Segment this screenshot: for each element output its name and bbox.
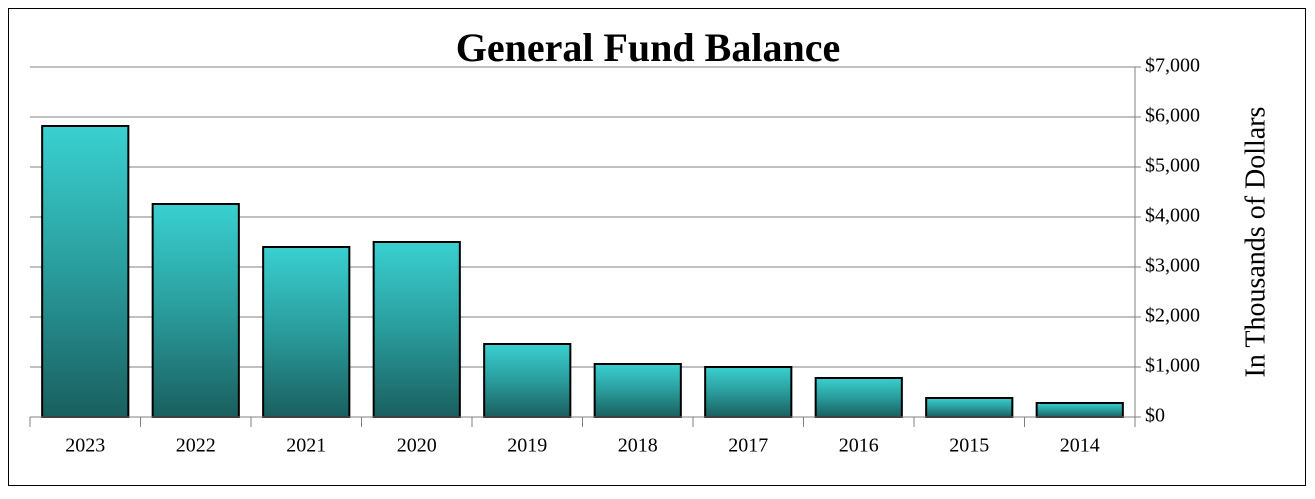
x-tick-label: 2018	[618, 435, 658, 457]
y-tick-label: $6,000	[1145, 105, 1200, 127]
bar	[483, 343, 572, 418]
bar	[704, 366, 793, 418]
x-tick-label: 2017	[728, 435, 768, 457]
x-tick-label: 2014	[1060, 435, 1100, 457]
x-tick-label: 2019	[507, 435, 547, 457]
x-tick-label: 2021	[286, 435, 326, 457]
y-tick-label: $1,000	[1145, 355, 1200, 377]
x-tick-label: 2016	[839, 435, 879, 457]
x-tick-label: 2022	[176, 435, 216, 457]
x-tick-label: 2015	[949, 435, 989, 457]
bar	[372, 241, 461, 418]
y-tick-label: $3,000	[1145, 255, 1200, 277]
y-axis-label: In Thousands of Dollars	[1240, 107, 1271, 378]
x-tick-label: 2020	[397, 435, 437, 457]
x-tick-label: 2023	[65, 435, 105, 457]
bar	[41, 125, 130, 418]
bar	[151, 203, 240, 418]
bar	[925, 397, 1014, 418]
y-tick-label: $7,000	[1145, 55, 1200, 77]
bar	[593, 363, 682, 418]
bar	[1035, 402, 1124, 418]
y-tick-label: $5,000	[1145, 155, 1200, 177]
y-tick-label: $4,000	[1145, 205, 1200, 227]
bar	[262, 246, 351, 418]
y-tick-label: $2,000	[1145, 305, 1200, 327]
plot-area: $0 $1,000 $2,000 $3,000 $4,000 $5,000 $6,000 $7…	[29, 55, 1200, 457]
bar	[814, 377, 903, 418]
chart-title: General Fund Balance	[456, 25, 840, 70]
y-tick-label: $0	[1145, 405, 1165, 427]
